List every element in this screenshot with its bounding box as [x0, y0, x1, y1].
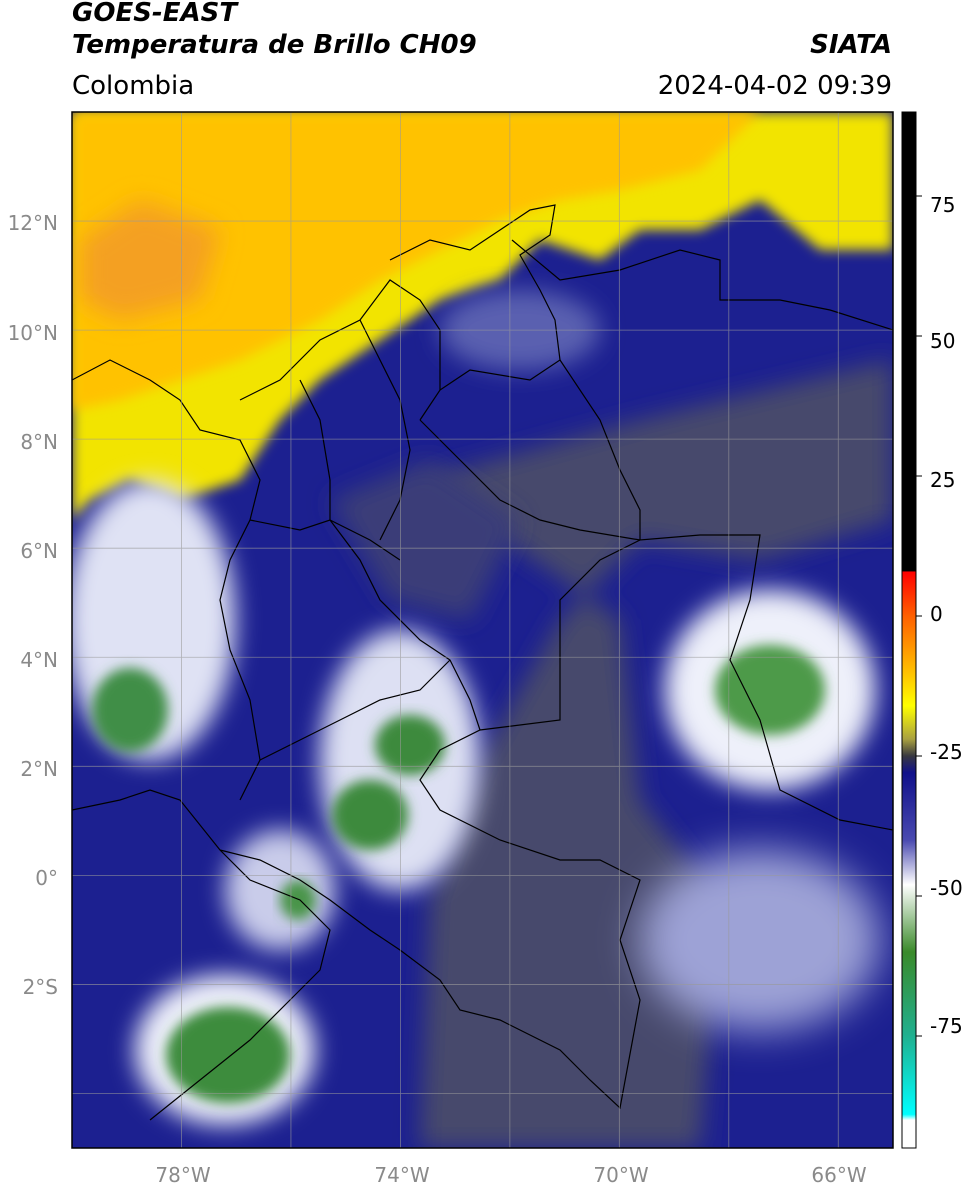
colorbar-tick-labels: 75 50 25 0 -25 -50 -75: [930, 193, 963, 1038]
datetime-label: 2024-04-02 09:39: [657, 71, 892, 101]
lon-tick-66w: 66°W: [811, 1163, 866, 1187]
latitude-tick-labels: 12°N 10°N 8°N 6°N 4°N 2°N 0° 2°S: [8, 211, 58, 999]
lat-tick-4n: 4°N: [20, 648, 58, 672]
lat-tick-12n: 12°N: [8, 211, 58, 235]
source-label: SIATA: [810, 30, 892, 60]
lat-tick-6n: 6°N: [20, 539, 58, 563]
cb-tick-25: 25: [930, 468, 955, 492]
cb-tick-minus75: -75: [930, 1014, 963, 1038]
cb-tick-minus50: -50: [930, 876, 963, 900]
lon-tick-78w: 78°W: [155, 1163, 210, 1187]
cb-tick-minus25: -25: [930, 740, 963, 764]
region-label: Colombia: [72, 71, 195, 101]
title-satellite: GOES-EAST: [72, 0, 238, 28]
lat-tick-2s: 2°S: [23, 975, 58, 999]
lon-tick-70w: 70°W: [593, 1163, 648, 1187]
longitude-tick-labels: 78°W 74°W 70°W 66°W: [155, 1163, 866, 1187]
lat-tick-2n: 2°N: [20, 757, 58, 781]
cb-tick-75: 75: [930, 193, 955, 217]
colorbar-bar: [901, 111, 917, 1149]
title-product: Temperatura de Brillo CH09: [72, 30, 477, 60]
graticule: [72, 112, 893, 1148]
lat-tick-10n: 10°N: [8, 321, 58, 345]
lon-tick-74w: 74°W: [374, 1163, 429, 1187]
brightness-temperature-field: [72, 112, 893, 1148]
map-frame: [71, 111, 894, 1149]
cb-tick-0: 0: [930, 602, 943, 626]
colorbar: 75 50 25 0 -25 -50 -75: [901, 111, 963, 1149]
lat-tick-8n: 8°N: [20, 430, 58, 454]
lat-tick-0: 0°: [35, 866, 58, 890]
cb-tick-50: 50: [930, 329, 955, 353]
